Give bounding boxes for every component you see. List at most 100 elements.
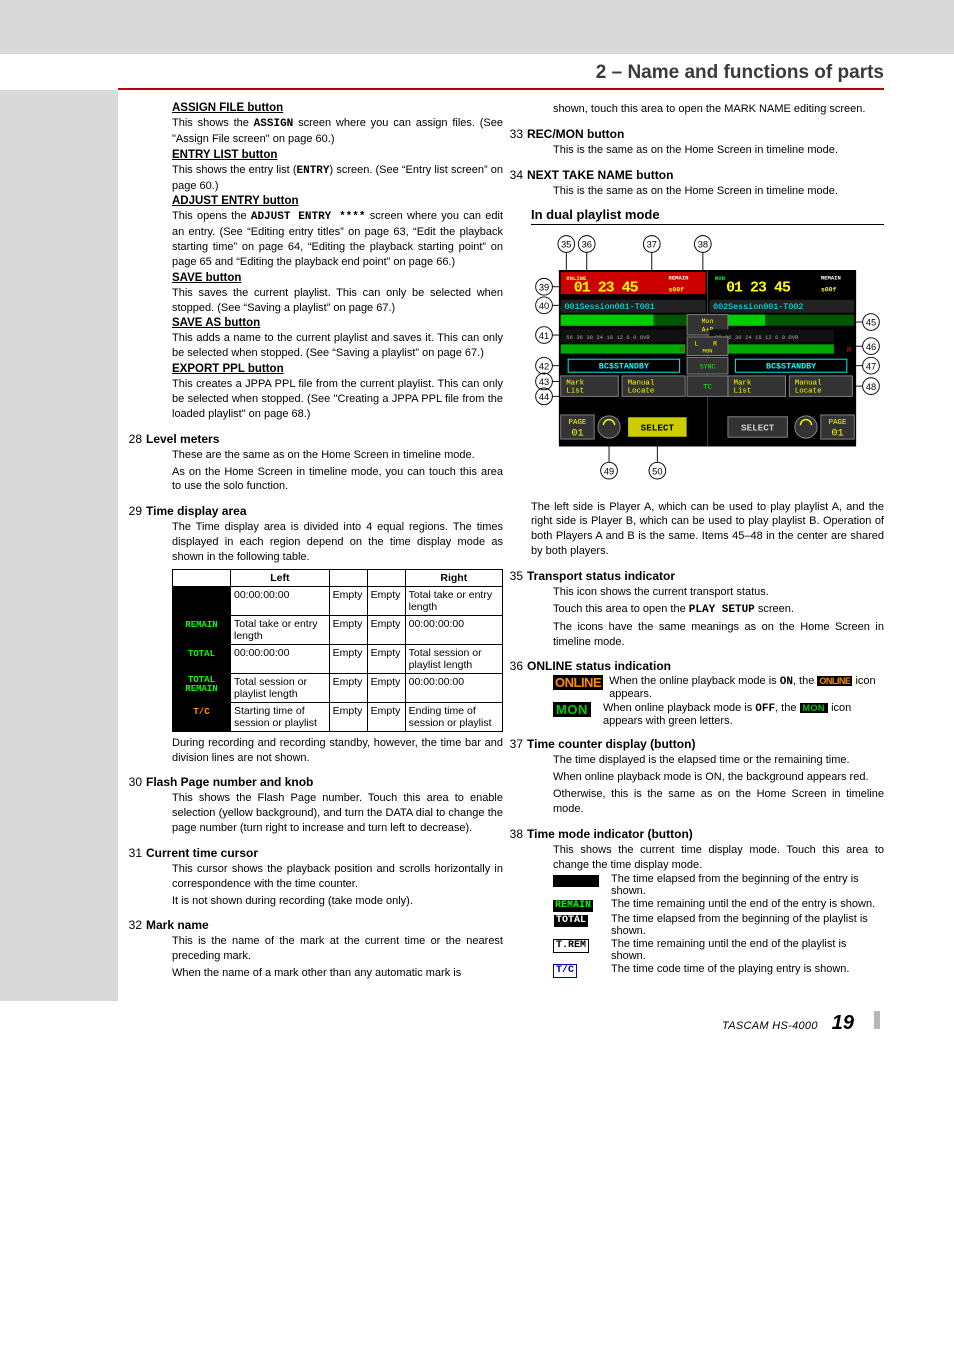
text-dual-caption: The left side is Player A, which can be … [531, 500, 884, 559]
heading-recmon: 33REC/MON button [531, 127, 884, 141]
heading-time-display: 29Time display area [150, 504, 503, 518]
svg-text:R: R [713, 340, 717, 347]
svg-text:Mark: Mark [734, 379, 752, 387]
heading-flash: 30Flash Page number and knob [150, 775, 503, 789]
top-gray-bar [0, 0, 954, 54]
heading-save-as: SAVE AS button [172, 317, 503, 329]
text-online-off: When online playback mode is OFF, the MO… [603, 702, 884, 727]
svg-text:L: L [694, 340, 698, 347]
svg-text:BC$STANDBY: BC$STANDBY [599, 361, 649, 371]
svg-text:44: 44 [539, 392, 549, 402]
text-export-ppl: This creates a JPPA PPL file from the cu… [172, 377, 503, 422]
right-column: shown, touch this area to open the MARK … [531, 100, 884, 981]
svg-text:R: R [847, 346, 852, 354]
svg-text:002Session001-T002: 002Session001-T002 [713, 302, 803, 312]
text-adjust-entry: This opens the ADJUST ENTRY **** screen … [172, 209, 503, 269]
text-mark-1: This is the name of the mark at the curr… [172, 934, 503, 964]
heading-entry-list: ENTRY LIST button [172, 149, 503, 161]
svg-text:36: 36 [582, 239, 592, 249]
text-timemode-0: This shows the current time display mode… [553, 843, 884, 873]
svg-text:SELECT: SELECT [741, 422, 775, 433]
page-footer: TASCAM HS-4000 19 [0, 1001, 954, 1055]
text-assign-file: This shows the ASSIGN screen where you c… [172, 116, 503, 147]
svg-text:REMAIN: REMAIN [668, 274, 688, 281]
svg-text:List: List [734, 387, 752, 395]
svg-text:REMAIN: REMAIN [821, 274, 841, 281]
heading-mark: 32Mark name [150, 918, 503, 932]
text-transport-1: This icon shows the current transport st… [553, 585, 884, 600]
text-entry-list: This shows the entry list (ENTRY) screen… [172, 163, 503, 194]
svg-text:Mark: Mark [566, 379, 584, 387]
text-recmon: This is the same as on the Home Screen i… [553, 143, 884, 158]
svg-text:41: 41 [539, 330, 549, 340]
svg-text:49: 49 [604, 466, 614, 476]
text-mode-3: The time remaining until the end of the … [611, 938, 884, 962]
text-time-display-1: The Time display area is divided into 4 … [172, 520, 503, 565]
heading-timecounter: 37Time counter display (button) [531, 737, 884, 751]
text-time-display-2: During recording and recording standby, … [172, 736, 503, 766]
table-row: 00:00:00:00EmptyEmptyTotal take or entry… [173, 586, 503, 615]
heading-level-meters: 28Level meters [150, 432, 503, 446]
text-level-meters-2: As on the Home Screen in timeline mode, … [172, 465, 503, 495]
svg-text:48: 48 [866, 381, 876, 391]
time-display-table: LeftRight 00:00:00:00EmptyEmptyTotal tak… [172, 569, 503, 732]
svg-text:001Session001-T001: 001Session001-T001 [564, 302, 654, 312]
heading-dual-playlist: In dual playlist mode [531, 207, 884, 225]
footer-page-number: 19 [832, 1012, 854, 1035]
heading-adjust-entry: ADJUST ENTRY button [172, 195, 503, 207]
footer-brand: TASCAM HS-4000 [722, 1020, 818, 1032]
text-timecounter-2: When online playback mode is ON, the bac… [553, 770, 884, 785]
text-timecounter-3: Otherwise, this is the same as on the Ho… [553, 787, 884, 817]
svg-text:MON: MON [702, 347, 712, 354]
svg-text:01 23 45: 01 23 45 [574, 280, 639, 296]
svg-text:47: 47 [866, 361, 876, 371]
heading-cursor: 31Current time cursor [150, 846, 503, 860]
table-row: TOTAL REMAIN Total session or playlist l… [173, 673, 503, 702]
footer-bar [874, 1011, 880, 1029]
heading-timemode: 38Time mode indicator (button) [531, 827, 884, 841]
text-mode-1: The time remaining until the end of the … [611, 898, 884, 910]
svg-text:39: 39 [539, 282, 549, 292]
table-row: TOTAL 00:00:00:00EmptyEmptyTotal session… [173, 644, 503, 673]
heading-nexttake: 34NEXT TAKE NAME button [531, 168, 884, 182]
text-level-meters-1: These are the same as on the Home Screen… [172, 448, 503, 463]
svg-text:46: 46 [866, 341, 876, 351]
text-transport-3: The icons have the same meanings as on t… [553, 620, 884, 650]
svg-text:01: 01 [571, 427, 583, 439]
svg-text:50: 50 [652, 466, 662, 476]
svg-text:List: List [566, 387, 584, 395]
text-mode-4: The time code time of the playing entry … [611, 963, 884, 975]
svg-text:42: 42 [539, 361, 549, 371]
gray-sidebar [0, 90, 118, 1001]
svg-text:Manual: Manual [628, 379, 655, 387]
text-mode-2: The time elapsed from the beginning of t… [611, 913, 884, 937]
text-flash: This shows the Flash Page number. Touch … [172, 791, 503, 836]
text-nexttake: This is the same as on the Home Screen i… [553, 184, 884, 199]
text-cursor-1: This cursor shows the playback position … [172, 862, 503, 892]
page-title: 2 – Name and functions of parts [596, 62, 884, 83]
text-cursor-2: It is not shown during recording (take m… [172, 894, 503, 909]
svg-text:45: 45 [866, 317, 876, 327]
svg-text:01: 01 [831, 427, 843, 439]
text-mark-cont: shown, touch this area to open the MARK … [553, 102, 884, 117]
svg-text:s00f: s00f [821, 286, 837, 293]
text-timecounter-1: The time displayed is the elapsed time o… [553, 753, 884, 768]
svg-text:Mon: Mon [702, 317, 714, 324]
svg-text:Locate: Locate [628, 387, 655, 395]
svg-text:BC$STANDBY: BC$STANDBY [766, 361, 816, 371]
text-mode-0: The time elapsed from the beginning of t… [611, 873, 884, 897]
svg-text:Manual: Manual [795, 379, 822, 387]
left-column: ASSIGN FILE button This shows the ASSIGN… [150, 100, 503, 981]
svg-text:R: R [680, 346, 685, 354]
heading-transport: 35Transport status indicator [531, 569, 884, 583]
svg-text:35: 35 [561, 239, 571, 249]
text-save-as: This adds a name to the current playlist… [172, 331, 503, 361]
svg-text:Locate: Locate [795, 387, 822, 395]
svg-text:56 36 30 24 18 12 6 0 OVR: 56 36 30 24 18 12 6 0 OVR [566, 333, 650, 340]
text-online-on: When the online playback mode is ON, the… [609, 675, 884, 700]
svg-text:s00f: s00f [668, 286, 684, 293]
heading-assign-file: ASSIGN FILE button [172, 102, 503, 114]
svg-text:SELECT: SELECT [641, 422, 675, 433]
svg-text:PAGE: PAGE [569, 419, 587, 427]
svg-text:TC: TC [703, 383, 712, 391]
